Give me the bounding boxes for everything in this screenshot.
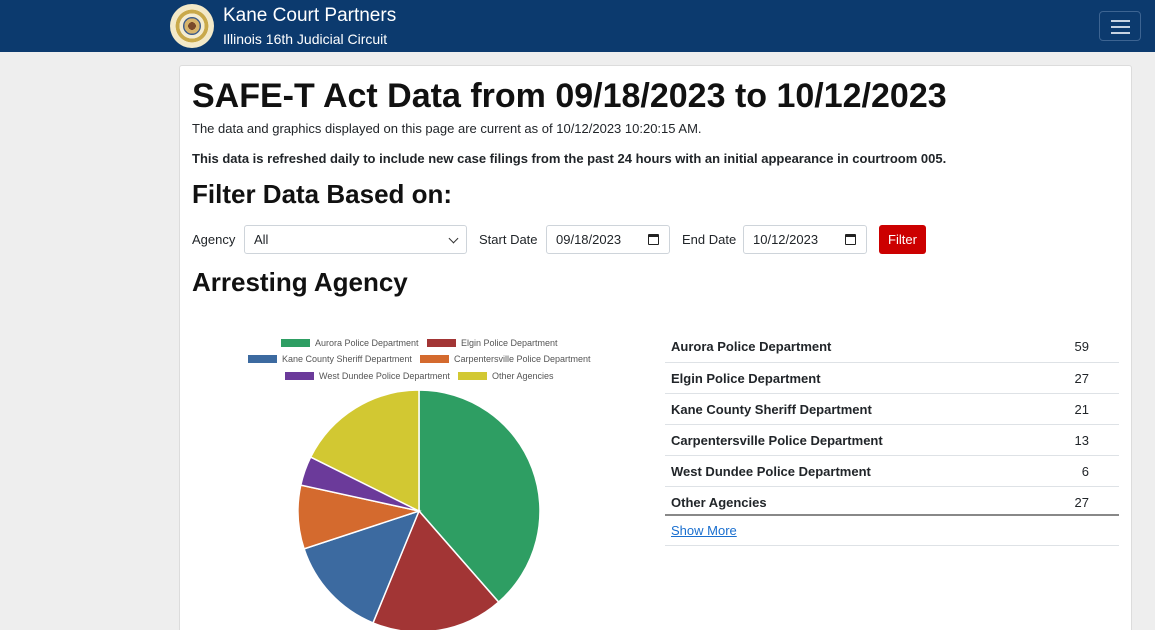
legend-item[interactable]: Aurora Police Department xyxy=(281,338,419,348)
agency-name: West Dundee Police Department xyxy=(671,464,871,479)
brand-title[interactable]: Kane Court Partners xyxy=(223,5,397,26)
agency-pie-chart xyxy=(297,389,541,630)
show-more-link[interactable]: Show More xyxy=(671,523,737,538)
pie-slice[interactable] xyxy=(309,389,420,513)
agency-count: 59 xyxy=(1074,339,1089,354)
agency-name: Kane County Sheriff Department xyxy=(671,402,872,417)
legend-label: Other Agencies xyxy=(492,371,554,381)
legend-item[interactable]: Elgin Police Department xyxy=(427,338,558,348)
state-seal-icon[interactable] xyxy=(170,4,214,48)
end-date-input[interactable]: 10/12/2023 xyxy=(743,225,867,254)
start-date-input[interactable]: 09/18/2023 xyxy=(546,225,670,254)
legend-label: Carpentersville Police Department xyxy=(454,354,591,364)
pie-slice[interactable] xyxy=(303,509,421,624)
page-title: SAFE-T Act Data from 09/18/2023 to 10/12… xyxy=(192,77,947,115)
legend-label: Aurora Police Department xyxy=(315,338,419,348)
legend-label: Kane County Sheriff Department xyxy=(282,354,412,364)
pie-slice[interactable] xyxy=(418,389,541,604)
legend-item[interactable]: West Dundee Police Department xyxy=(285,371,450,381)
legend-label: Elgin Police Department xyxy=(461,338,558,348)
agency-select[interactable]: All xyxy=(244,225,467,254)
legend-item[interactable]: Other Agencies xyxy=(458,371,554,381)
table-bottom-border xyxy=(665,545,1119,546)
arresting-agency-heading: Arresting Agency xyxy=(192,267,408,297)
legend-swatch xyxy=(281,338,310,347)
table-row: Aurora Police Department 59 xyxy=(665,331,1119,362)
legend-item[interactable]: Carpentersville Police Department xyxy=(420,354,591,364)
table-row: Kane County Sheriff Department 21 xyxy=(665,393,1119,424)
table-row: Other Agencies 27 xyxy=(665,486,1119,517)
filter-button[interactable]: Filter xyxy=(879,225,926,254)
legend-swatch xyxy=(285,371,314,380)
hamburger-menu-button[interactable] xyxy=(1099,11,1141,41)
calendar-icon[interactable] xyxy=(845,234,856,245)
end-date-value: 10/12/2023 xyxy=(753,232,819,247)
agency-count: 6 xyxy=(1081,464,1089,479)
start-date-label: Start Date xyxy=(479,232,538,247)
legend-swatch xyxy=(420,354,449,363)
legend-swatch xyxy=(427,338,456,347)
agency-name: Aurora Police Department xyxy=(671,339,832,354)
legend-swatch xyxy=(248,354,277,363)
table-row: Carpentersville Police Department 13 xyxy=(665,424,1119,455)
brand-subtitle: Illinois 16th Judicial Circuit xyxy=(223,31,388,47)
agency-name: Other Agencies xyxy=(671,495,767,510)
agency-name: Elgin Police Department xyxy=(671,371,821,386)
filter-heading: Filter Data Based on: xyxy=(192,179,453,209)
agency-count: 27 xyxy=(1074,371,1089,386)
table-rule xyxy=(665,514,1119,516)
pie-slice[interactable] xyxy=(372,509,500,630)
agency-name: Carpentersville Police Department xyxy=(671,433,883,448)
agency-count: 13 xyxy=(1074,433,1089,448)
refresh-note: This data is refreshed daily to include … xyxy=(192,151,947,166)
table-row: Elgin Police Department 27 xyxy=(665,362,1119,393)
agency-select-value: All xyxy=(254,232,269,247)
end-date-label: End Date xyxy=(682,232,737,247)
legend-label: West Dundee Police Department xyxy=(319,371,450,381)
legend-swatch xyxy=(458,371,487,380)
calendar-icon[interactable] xyxy=(648,234,659,245)
chevron-down-icon xyxy=(448,233,459,244)
data-currency-text: The data and graphics displayed on this … xyxy=(192,121,702,136)
table-row: West Dundee Police Department 6 xyxy=(665,455,1119,486)
agency-count: 27 xyxy=(1074,495,1089,510)
legend-item[interactable]: Kane County Sheriff Department xyxy=(248,354,412,364)
agency-count: 21 xyxy=(1074,402,1089,417)
navbar: Kane Court Partners Illinois 16th Judici… xyxy=(0,0,1155,52)
agency-label: Agency xyxy=(192,232,236,247)
start-date-value: 09/18/2023 xyxy=(556,232,622,247)
